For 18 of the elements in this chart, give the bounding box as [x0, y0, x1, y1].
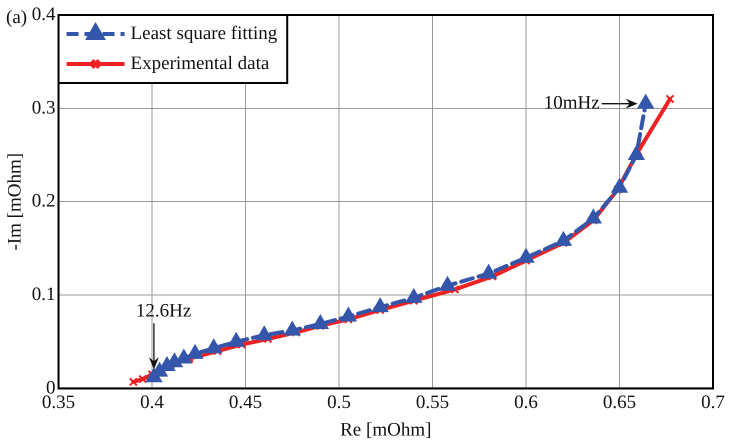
y-tick-label: 0.3 — [32, 97, 56, 118]
legend-label: Least square fitting — [130, 22, 278, 44]
y-tick-label: 0.2 — [32, 190, 56, 212]
x-tick-label: 0.5 — [327, 392, 351, 413]
y-tick-label: 0.1 — [32, 284, 56, 306]
annotation: 10mHz — [544, 92, 600, 114]
x-tick-label: 0.45 — [228, 392, 262, 413]
x-tick-label: 0.7 — [701, 392, 725, 413]
legend-label: Experimental data — [130, 52, 270, 74]
y-tick-label: 0.4 — [32, 4, 56, 25]
x-tick-label: 0.55 — [416, 392, 450, 413]
x-tick-label: 0.6 — [514, 392, 538, 413]
y-axis-title: -Im [mOhm] — [4, 152, 26, 251]
x-tick-label: 0.65 — [602, 392, 636, 413]
x-tick-label: 0.4 — [140, 392, 164, 413]
x-axis-title: Re [mOhm] — [340, 420, 432, 441]
annotation: 12.6Hz — [136, 300, 192, 322]
text: (a) — [6, 6, 28, 28]
